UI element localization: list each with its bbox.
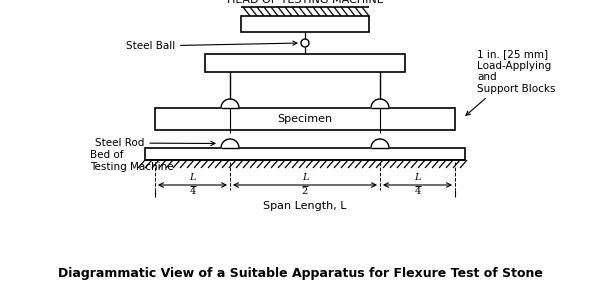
Text: Diagrammatic View of a Suitable Apparatus for Flexure Test of Stone: Diagrammatic View of a Suitable Apparatu… [58, 267, 542, 280]
Text: Steel Ball: Steel Ball [126, 41, 297, 51]
Text: Bed of
Testing Machine: Bed of Testing Machine [90, 150, 173, 172]
Text: 4: 4 [190, 187, 196, 196]
Polygon shape [371, 99, 389, 108]
Text: HEAD OF TESTING MACHINE: HEAD OF TESTING MACHINE [227, 0, 383, 5]
Text: L: L [189, 173, 196, 182]
Polygon shape [221, 99, 239, 108]
Text: 1 in. [25 mm]
Load-Applying
and
Support Blocks: 1 in. [25 mm] Load-Applying and Support … [466, 49, 556, 115]
Polygon shape [221, 139, 239, 148]
Text: L: L [302, 173, 308, 182]
Text: Steel Rod: Steel Rod [95, 138, 215, 148]
Text: Span Length, L: Span Length, L [263, 201, 347, 211]
Bar [205, 54, 405, 72]
Bar [241, 16, 369, 32]
Bar [155, 108, 455, 130]
Text: L: L [414, 173, 421, 182]
Text: Specimen: Specimen [277, 114, 332, 124]
Text: 4: 4 [415, 187, 421, 196]
Circle shape [301, 39, 309, 47]
Bar [145, 148, 465, 160]
Polygon shape [371, 139, 389, 148]
Text: 2: 2 [302, 187, 308, 196]
